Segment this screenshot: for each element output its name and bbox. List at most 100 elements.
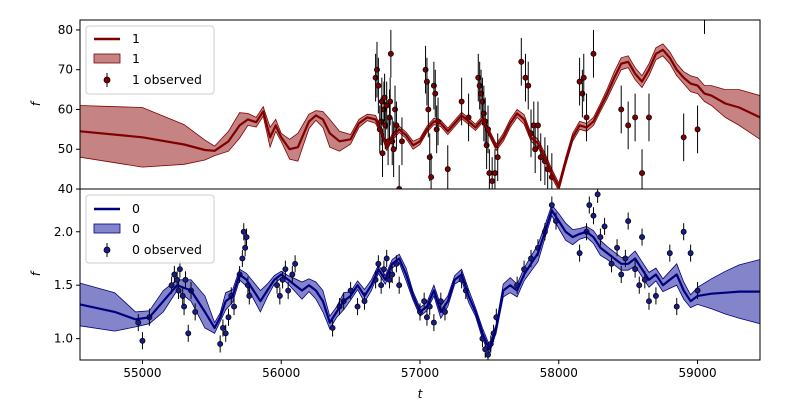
bottom-observed-point-13 xyxy=(192,308,199,315)
bottom-observed-point-32 xyxy=(289,271,296,278)
top-legend: 1 1 1 observed xyxy=(85,25,215,95)
bottom-observed-point-87 xyxy=(646,298,652,305)
bottom-observed-point-0 xyxy=(135,319,142,326)
bottom-observed-point-29 xyxy=(279,276,286,283)
bottom-observed-point-39 xyxy=(361,298,368,305)
top-observed-point-16 xyxy=(390,146,397,153)
bottom-observed-point-93 xyxy=(694,287,701,294)
x-tick-label-2: 57000 xyxy=(401,366,439,380)
bottom-observed-point-3 xyxy=(168,282,175,289)
bottom-observed-point-24 xyxy=(243,234,250,241)
top-observed-point-61 xyxy=(618,106,625,113)
top-y-tick-label-2: 60 xyxy=(58,102,73,116)
top-observed-point-43 xyxy=(491,170,498,177)
top-observed-point-44 xyxy=(494,154,501,161)
bottom-observed-point-7 xyxy=(176,266,183,273)
top-model-line xyxy=(80,48,760,189)
bottom-legend: 0 0 0 observed xyxy=(85,194,215,264)
bottom-observed-point-53 xyxy=(430,319,437,326)
x-axis-label: t xyxy=(418,387,424,400)
bottom-observed-point-89 xyxy=(666,250,673,257)
bottom-observed-point-22 xyxy=(240,228,247,235)
bottom-observed-point-91 xyxy=(680,228,687,235)
top-observed-point-58 xyxy=(580,74,587,81)
bottom-observed-point-84 xyxy=(636,282,643,289)
bottom-observed-point-34 xyxy=(329,324,336,331)
bottom-observed-point-48 xyxy=(396,282,403,289)
x-tick-label-4: 59000 xyxy=(678,366,716,380)
bottom-observed-point-60 xyxy=(485,351,491,358)
top-observed-point-67 xyxy=(694,126,701,133)
top-legend-frame xyxy=(85,25,215,95)
bottom-y-tick-label-2: 2.0 xyxy=(54,225,73,239)
bottom-observed-point-86 xyxy=(641,276,648,283)
bottom-observed-point-77 xyxy=(601,223,608,230)
bottom-legend-band-swatch xyxy=(93,223,121,234)
top-observed-point-46 xyxy=(522,74,529,81)
top-legend-label-observed: 1 observed xyxy=(132,72,202,87)
top-legend-band-swatch xyxy=(93,53,121,64)
top-observed-point-12 xyxy=(386,114,393,121)
top-observed-point-4 xyxy=(378,118,385,125)
bottom-observed-point-43 xyxy=(380,266,387,273)
top-observed-point-64 xyxy=(639,170,645,177)
bottom-observed-point-17 xyxy=(225,314,232,321)
top-observed-point-27 xyxy=(432,90,439,97)
top-observed-point-8 xyxy=(381,94,388,101)
bottom-legend-label-observed: 0 observed xyxy=(132,242,202,257)
bottom-legend-obs-marker xyxy=(103,246,111,254)
bottom-observed-point-46 xyxy=(389,271,396,278)
top-observed-point-23 xyxy=(425,106,432,113)
bottom-observed-point-90 xyxy=(673,303,680,310)
top-observed-point-47 xyxy=(525,82,532,89)
top-panel: 40 50 60 70 80 f 1 1 1 observed xyxy=(29,19,761,196)
bottom-observed-point-23 xyxy=(242,244,249,251)
bottom-model-line xyxy=(80,209,760,351)
top-observed-point-14 xyxy=(387,50,394,57)
top-observed-point-65 xyxy=(646,114,652,121)
bottom-observed-point-44 xyxy=(383,255,390,262)
top-y-tick-label-3: 70 xyxy=(58,63,73,77)
top-observed-point-25 xyxy=(428,174,435,181)
bottom-observed-point-10 xyxy=(182,276,189,283)
bottom-legend-frame xyxy=(85,194,215,264)
bottom-legend-label-line: 0 xyxy=(132,201,140,216)
bottom-observed-point-45 xyxy=(386,276,393,283)
top-observed-point-20 xyxy=(399,138,405,145)
x-tick-label-1: 56000 xyxy=(262,366,300,380)
top-y-axis-label: f xyxy=(29,100,43,106)
bottom-observed-point-19 xyxy=(231,303,237,310)
bottom-observed-point-81 xyxy=(622,255,629,262)
bottom-observed-point-88 xyxy=(652,292,659,299)
bottom-observed-point-33 xyxy=(292,260,299,267)
bottom-observed-point-75 xyxy=(594,191,601,198)
bottom-x-ticks: 55000 56000 57000 58000 59000 xyxy=(123,360,717,380)
top-observed-point-18 xyxy=(393,122,400,129)
bottom-observed-point-38 xyxy=(354,303,361,310)
top-observed-point-56 xyxy=(576,78,583,85)
bottom-observed-point-73 xyxy=(586,202,593,208)
bottom-observed-point-74 xyxy=(590,212,597,219)
bottom-observed-point-80 xyxy=(618,271,625,278)
bottom-observed-point-26 xyxy=(246,292,253,299)
bottom-observed-point-82 xyxy=(625,218,632,225)
bottom-observed-point-79 xyxy=(614,244,621,251)
top-observed-point-42 xyxy=(489,178,496,184)
top-observed-point-51 xyxy=(535,122,541,129)
top-line-layer xyxy=(80,48,760,189)
top-observed-point-2 xyxy=(375,82,382,89)
bottom-observed-point-51 xyxy=(423,314,430,321)
bottom-observed-point-5 xyxy=(174,276,181,283)
bottom-observed-point-83 xyxy=(632,266,639,273)
top-observed-point-59 xyxy=(583,114,590,121)
bottom-observed-point-15 xyxy=(219,324,226,331)
top-observed-point-52 xyxy=(537,154,544,161)
top-observed-point-41 xyxy=(486,170,493,177)
top-legend-label-band: 1 xyxy=(132,51,140,66)
top-observed-point-66 xyxy=(680,134,687,141)
top-observed-point-6 xyxy=(379,150,386,157)
top-observed-point-13 xyxy=(387,98,394,105)
top-y-tick-label-1: 50 xyxy=(58,142,73,156)
bottom-observed-point-71 xyxy=(576,250,583,257)
